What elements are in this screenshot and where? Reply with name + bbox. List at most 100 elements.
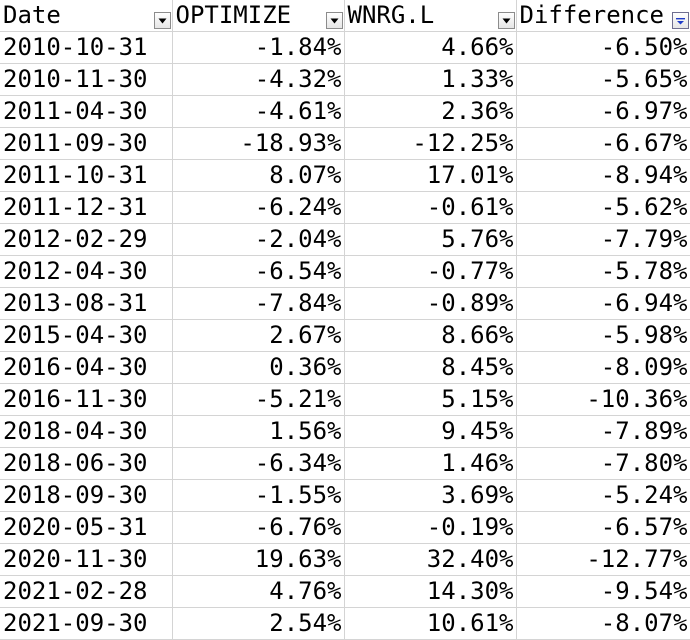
cell-wnrg[interactable]: 2.36%: [344, 95, 517, 128]
table-row: 2018-06-30 -6.34% 1.46% -7.80%: [0, 447, 690, 480]
cell-optimize[interactable]: 2.54%: [172, 607, 345, 640]
cell-optimize[interactable]: 19.63%: [172, 543, 345, 576]
filter-dropdown-button[interactable]: [153, 12, 171, 29]
table-row: 2011-10-31 8.07% 17.01% -8.94%: [0, 159, 690, 192]
cell-difference[interactable]: -9.54%: [516, 575, 690, 608]
table-row: 2011-09-30 -18.93% -12.25% -6.67%: [0, 127, 690, 160]
cell-optimize[interactable]: -4.61%: [172, 95, 345, 128]
cell-difference[interactable]: -5.98%: [516, 319, 690, 352]
cell-wnrg[interactable]: 1.33%: [344, 63, 517, 96]
cell-optimize[interactable]: -6.76%: [172, 511, 345, 544]
cell-optimize[interactable]: -7.84%: [172, 287, 345, 320]
filter-dropdown-button[interactable]: [497, 12, 515, 29]
cell-optimize[interactable]: -6.24%: [172, 191, 345, 224]
cell-date[interactable]: 2012-02-29: [0, 223, 173, 256]
table-row: 2018-04-30 1.56% 9.45% -7.89%: [0, 415, 690, 448]
cell-difference[interactable]: -6.57%: [516, 511, 690, 544]
cell-optimize[interactable]: -2.04%: [172, 223, 345, 256]
cell-wnrg[interactable]: 5.15%: [344, 383, 517, 416]
column-header-wnrg[interactable]: WNRG.L: [344, 0, 517, 32]
cell-date[interactable]: 2011-10-31: [0, 159, 173, 192]
cell-wnrg[interactable]: -0.61%: [344, 191, 517, 224]
cell-optimize[interactable]: 8.07%: [172, 159, 345, 192]
column-header-label: Date: [3, 1, 61, 29]
table-row: 2010-10-31 -1.84% 4.66% -6.50%: [0, 31, 690, 64]
cell-difference[interactable]: -8.09%: [516, 351, 690, 384]
cell-date[interactable]: 2020-05-31: [0, 511, 173, 544]
cell-date[interactable]: 2018-09-30: [0, 479, 173, 512]
cell-wnrg[interactable]: -12.25%: [344, 127, 517, 160]
cell-wnrg[interactable]: 17.01%: [344, 159, 517, 192]
cell-optimize[interactable]: 2.67%: [172, 319, 345, 352]
column-header-date[interactable]: Date: [0, 0, 173, 32]
cell-date[interactable]: 2021-09-30: [0, 607, 173, 640]
cell-date[interactable]: 2012-04-30: [0, 255, 173, 288]
cell-optimize[interactable]: -18.93%: [172, 127, 345, 160]
cell-difference[interactable]: -5.62%: [516, 191, 690, 224]
cell-date[interactable]: 2021-02-28: [0, 575, 173, 608]
cell-difference[interactable]: -5.24%: [516, 479, 690, 512]
cell-difference[interactable]: -7.80%: [516, 447, 690, 480]
cell-date[interactable]: 2011-12-31: [0, 191, 173, 224]
cell-difference[interactable]: -8.07%: [516, 607, 690, 640]
table-body: 2010-10-31 -1.84% 4.66% -6.50% 2010-11-30 -4.…: [0, 31, 690, 640]
cell-date[interactable]: 2016-11-30: [0, 383, 173, 416]
table-row: 2018-09-30 -1.55% 3.69% -5.24%: [0, 479, 690, 512]
cell-difference[interactable]: -6.94%: [516, 287, 690, 320]
column-header-optimize[interactable]: OPTIMIZE: [172, 0, 345, 32]
table-row: 2012-04-30 -6.54% -0.77% -5.78%: [0, 255, 690, 288]
cell-wnrg[interactable]: 5.76%: [344, 223, 517, 256]
filter-dropdown-button[interactable]: [325, 12, 343, 29]
cell-date[interactable]: 2011-04-30: [0, 95, 173, 128]
table-row: 2021-09-30 2.54% 10.61% -8.07%: [0, 607, 690, 640]
cell-difference[interactable]: -5.78%: [516, 255, 690, 288]
column-header-label: WNRG.L: [347, 1, 435, 29]
cell-date[interactable]: 2016-04-30: [0, 351, 173, 384]
cell-date[interactable]: 2011-09-30: [0, 127, 173, 160]
cell-optimize[interactable]: -4.32%: [172, 63, 345, 96]
cell-wnrg[interactable]: 3.69%: [344, 479, 517, 512]
cell-optimize[interactable]: -6.54%: [172, 255, 345, 288]
cell-wnrg[interactable]: -0.19%: [344, 511, 517, 544]
sort-filter-dropdown-button[interactable]: [671, 12, 689, 29]
cell-date[interactable]: 2010-11-30: [0, 63, 173, 96]
cell-date[interactable]: 2010-10-31: [0, 31, 173, 64]
cell-optimize[interactable]: 1.56%: [172, 415, 345, 448]
cell-optimize[interactable]: -1.55%: [172, 479, 345, 512]
cell-date[interactable]: 2013-08-31: [0, 287, 173, 320]
cell-optimize[interactable]: -1.84%: [172, 31, 345, 64]
cell-difference[interactable]: -6.67%: [516, 127, 690, 160]
cell-wnrg[interactable]: -0.89%: [344, 287, 517, 320]
column-header-difference[interactable]: Difference: [516, 0, 690, 32]
cell-date[interactable]: 2020-11-30: [0, 543, 173, 576]
cell-wnrg[interactable]: 8.45%: [344, 351, 517, 384]
cell-date[interactable]: 2018-04-30: [0, 415, 173, 448]
cell-optimize[interactable]: -6.34%: [172, 447, 345, 480]
header-row: Date OPTIMIZE WNRG: [0, 0, 690, 32]
cell-date[interactable]: 2015-04-30: [0, 319, 173, 352]
cell-difference[interactable]: -5.65%: [516, 63, 690, 96]
cell-wnrg[interactable]: 10.61%: [344, 607, 517, 640]
cell-wnrg[interactable]: 4.66%: [344, 31, 517, 64]
cell-difference[interactable]: -6.50%: [516, 31, 690, 64]
cell-difference[interactable]: -10.36%: [516, 383, 690, 416]
cell-difference[interactable]: -12.77%: [516, 543, 690, 576]
cell-optimize[interactable]: 0.36%: [172, 351, 345, 384]
cell-wnrg[interactable]: 1.46%: [344, 447, 517, 480]
cell-wnrg[interactable]: 9.45%: [344, 415, 517, 448]
cell-optimize[interactable]: -5.21%: [172, 383, 345, 416]
cell-wnrg[interactable]: 8.66%: [344, 319, 517, 352]
cell-difference[interactable]: -8.94%: [516, 159, 690, 192]
cell-date[interactable]: 2018-06-30: [0, 447, 173, 480]
cell-wnrg[interactable]: -0.77%: [344, 255, 517, 288]
cell-wnrg[interactable]: 32.40%: [344, 543, 517, 576]
cell-optimize[interactable]: 4.76%: [172, 575, 345, 608]
cell-difference[interactable]: -7.89%: [516, 415, 690, 448]
cell-difference[interactable]: -7.79%: [516, 223, 690, 256]
table-row: 2021-02-28 4.76% 14.30% -9.54%: [0, 575, 690, 608]
table-row: 2011-04-30 -4.61% 2.36% -6.97%: [0, 95, 690, 128]
cell-difference[interactable]: -6.97%: [516, 95, 690, 128]
cell-wnrg[interactable]: 14.30%: [344, 575, 517, 608]
